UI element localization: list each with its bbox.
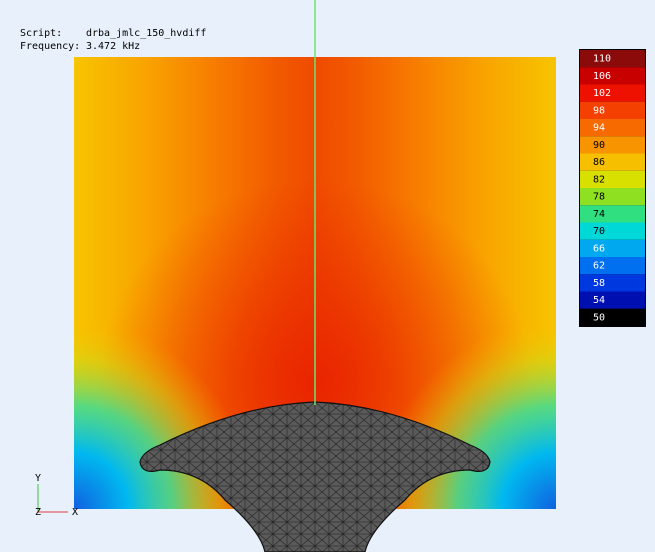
colorbar-label: 102 <box>593 88 611 99</box>
script-label: Script: <box>20 28 62 39</box>
colorbar-label: 50 <box>593 312 605 323</box>
colorbar-label: 106 <box>593 71 611 82</box>
colorbar-band <box>580 84 645 102</box>
frequency-value: 3.472 kHz <box>86 41 140 52</box>
script-name: drba_jmlc_150_hvdiff <box>86 28 206 39</box>
colorbar-label: 74 <box>593 209 605 220</box>
colorbar-band <box>580 101 645 119</box>
colorbar-band <box>580 257 645 275</box>
colorbar-band <box>580 188 645 206</box>
z-axis-label: Z <box>35 507 41 518</box>
triad: Y Z X <box>35 473 78 518</box>
colorbar-label: 98 <box>593 105 605 116</box>
colorbar-band <box>580 170 645 188</box>
colorbar-band <box>580 205 645 223</box>
colorbar-band <box>580 67 645 85</box>
frequency-label: Frequency: <box>20 41 80 52</box>
colorbar-band <box>580 239 645 257</box>
colorbar-label: 58 <box>593 278 605 289</box>
colorbar-band <box>580 153 645 171</box>
colorbar-band <box>580 119 645 137</box>
colorbar-label: 110 <box>593 54 611 65</box>
colorbar-band <box>580 50 645 68</box>
horn-mesh <box>139 401 491 552</box>
colorbar-band <box>580 136 645 154</box>
colorbar-label: 66 <box>593 243 605 254</box>
colorbar-band <box>580 274 645 292</box>
colorbar-label: 90 <box>593 140 605 151</box>
y-axis-label: Y <box>35 473 41 484</box>
colorbar-label: 78 <box>593 192 605 203</box>
colorbar-band <box>580 308 645 326</box>
colorbar-label: 94 <box>593 123 605 134</box>
colorbar-band <box>580 291 645 309</box>
colorbar-label: 70 <box>593 226 605 237</box>
colorbar-label: 82 <box>593 174 605 185</box>
colorbar-label: 54 <box>593 295 605 306</box>
colorbar-label: 62 <box>593 261 605 272</box>
colorbar-band <box>580 222 645 240</box>
colorbar-label: 86 <box>593 157 605 168</box>
x-axis-label: X <box>72 507 78 518</box>
